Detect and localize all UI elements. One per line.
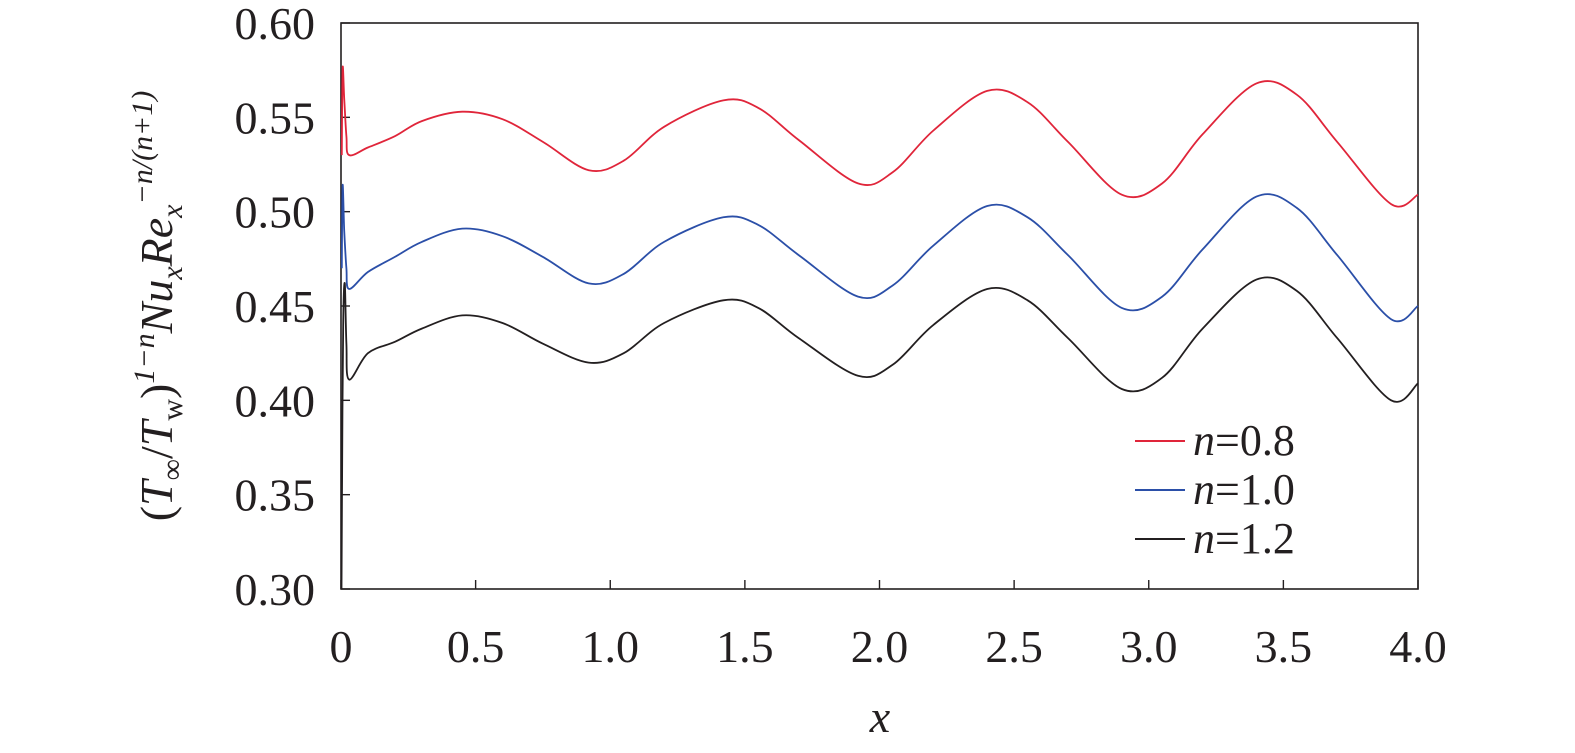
y-title-nu-sub: x xyxy=(156,266,189,281)
x-tick-label: 3.0 xyxy=(1120,621,1178,672)
y-title-t2-sub: w xyxy=(156,399,189,421)
y-title-t1: T xyxy=(131,477,182,506)
x-tick-label: 3.5 xyxy=(1255,621,1313,672)
y-axis: 0.30 0.35 0.40 0.45 0.50 0.55 0.60 xyxy=(235,0,350,615)
legend-label-n12: n=1.2 xyxy=(1193,514,1295,563)
x-axis-title: x xyxy=(869,691,891,742)
y-axis-title: (T∞/Tw)1−nNuxRex−n/(n+1) xyxy=(126,91,189,522)
y-title-nu: Nu xyxy=(131,280,182,335)
y-title-exp2: −n/(n+1) xyxy=(126,91,159,205)
y-tick-label: 0.45 xyxy=(235,281,316,332)
series-lines xyxy=(340,65,1419,590)
y-title-re: Re xyxy=(131,218,182,268)
y-tick-label: 0.30 xyxy=(235,564,316,615)
x-tick-label: 0.5 xyxy=(447,621,505,672)
y-title-t1-sub: ∞ xyxy=(156,459,189,480)
x-tick-label: 4.0 xyxy=(1389,621,1447,672)
svg-text:(T∞/Tw)1−nNuxRex−n/(n+1): (T∞/Tw)1−nNuxRex−n/(n+1) xyxy=(126,91,189,522)
x-tick-label: 2.0 xyxy=(851,621,909,672)
legend-label-n10: n=1.0 xyxy=(1193,465,1295,514)
y-title-slash: / xyxy=(131,446,182,459)
x-tick-label: 0 xyxy=(330,621,353,672)
legend: n=0.8 n=1.0 n=1.2 xyxy=(1135,416,1295,563)
y-title-close-paren: ) xyxy=(131,384,182,399)
x-tick-label: 1.0 xyxy=(582,621,640,672)
x-tick-label: 1.5 xyxy=(716,621,774,672)
y-tick-label: 0.60 xyxy=(235,0,316,49)
series-line-n08 xyxy=(340,65,1419,208)
x-axis: 0 0.5 1.0 1.5 2.0 2.5 3.0 3.5 4.0 xyxy=(330,580,1447,672)
y-title-re-sub: x xyxy=(156,204,189,219)
series-line-n12 xyxy=(340,276,1419,590)
y-tick-label: 0.35 xyxy=(235,470,316,521)
y-title-exp1: 1−n xyxy=(128,333,161,383)
y-tick-label: 0.40 xyxy=(235,375,316,426)
y-title-t2: T xyxy=(131,417,182,446)
x-tick-label: 2.5 xyxy=(985,621,1043,672)
y-tick-label: 0.55 xyxy=(235,92,316,143)
legend-label-n08: n=0.8 xyxy=(1193,416,1295,465)
series-line-n10 xyxy=(340,183,1419,323)
y-tick-label: 0.50 xyxy=(235,187,316,238)
y-title-open-paren: ( xyxy=(131,506,182,521)
